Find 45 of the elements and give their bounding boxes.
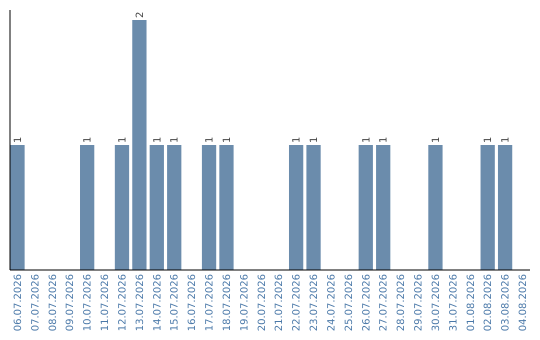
- data-label: 1: [292, 136, 303, 143]
- x-tick-label: 04.08.2026: [518, 274, 530, 332]
- data-label: 1: [222, 136, 233, 143]
- x-tick-label: 27.07.2026: [378, 274, 390, 332]
- x-tick-label: 30.07.2026: [430, 274, 442, 332]
- x-tick-label: 06.07.2026: [12, 274, 24, 332]
- x-tick-label: 01.08.2026: [466, 274, 477, 332]
- x-tick-label: 20.07.2026: [256, 274, 268, 332]
- data-label: 1: [309, 136, 320, 143]
- x-tick-label: 26.07.2026: [361, 274, 372, 332]
- x-tick-label: 31.07.2026: [448, 274, 460, 332]
- x-tick-label: 02.08.2026: [483, 274, 494, 332]
- x-tick-label: 21.07.2026: [274, 274, 286, 332]
- x-tick-label: 19.07.2026: [239, 274, 250, 332]
- x-tick-label: 09.07.2026: [65, 274, 76, 332]
- x-tick-label: 16.07.2026: [187, 274, 198, 332]
- data-label: 2: [134, 12, 146, 18]
- x-tick-label: 25.07.2026: [344, 274, 355, 332]
- data-label: 1: [117, 136, 128, 143]
- x-tick-label: 15.07.2026: [170, 274, 181, 332]
- x-tick-label: 28.07.2026: [396, 274, 408, 332]
- x-tick-label: 29.07.2026: [414, 274, 425, 332]
- data-label: 1: [500, 136, 512, 143]
- data-label: 1: [12, 136, 24, 143]
- x-tick-label: 17.07.2026: [204, 274, 216, 332]
- data-label: 1: [152, 136, 164, 143]
- x-tick-label: 11.07.2026: [100, 274, 112, 332]
- x-tick-label: 14.07.2026: [152, 274, 164, 332]
- x-tick-label: 12.07.2026: [117, 274, 128, 332]
- data-label: 1: [361, 136, 372, 143]
- x-tick-label: 07.07.2026: [30, 274, 42, 332]
- x-tick-label: 18.07.2026: [222, 274, 233, 332]
- x-tick-label: 08.07.2026: [48, 274, 59, 332]
- data-label: 1: [204, 136, 216, 143]
- data-label: 1: [170, 136, 181, 143]
- data-label: 1: [483, 136, 494, 143]
- x-tick-label: 10.07.2026: [82, 274, 94, 332]
- x-tick-label: 13.07.2026: [134, 274, 146, 332]
- data-label: 1: [82, 136, 94, 143]
- x-tick-label: 23.07.2026: [309, 274, 320, 332]
- x-tick-label: 24.07.2026: [326, 274, 338, 332]
- x-tick-label: 03.08.2026: [500, 274, 512, 332]
- data-label: 1: [430, 136, 442, 143]
- data-label: 1: [378, 136, 390, 143]
- x-tick-label: 22.07.2026: [292, 274, 303, 332]
